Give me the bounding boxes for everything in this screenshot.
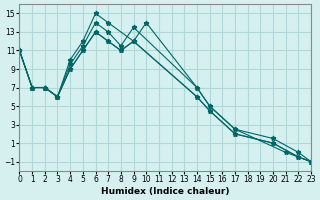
X-axis label: Humidex (Indice chaleur): Humidex (Indice chaleur): [101, 187, 229, 196]
